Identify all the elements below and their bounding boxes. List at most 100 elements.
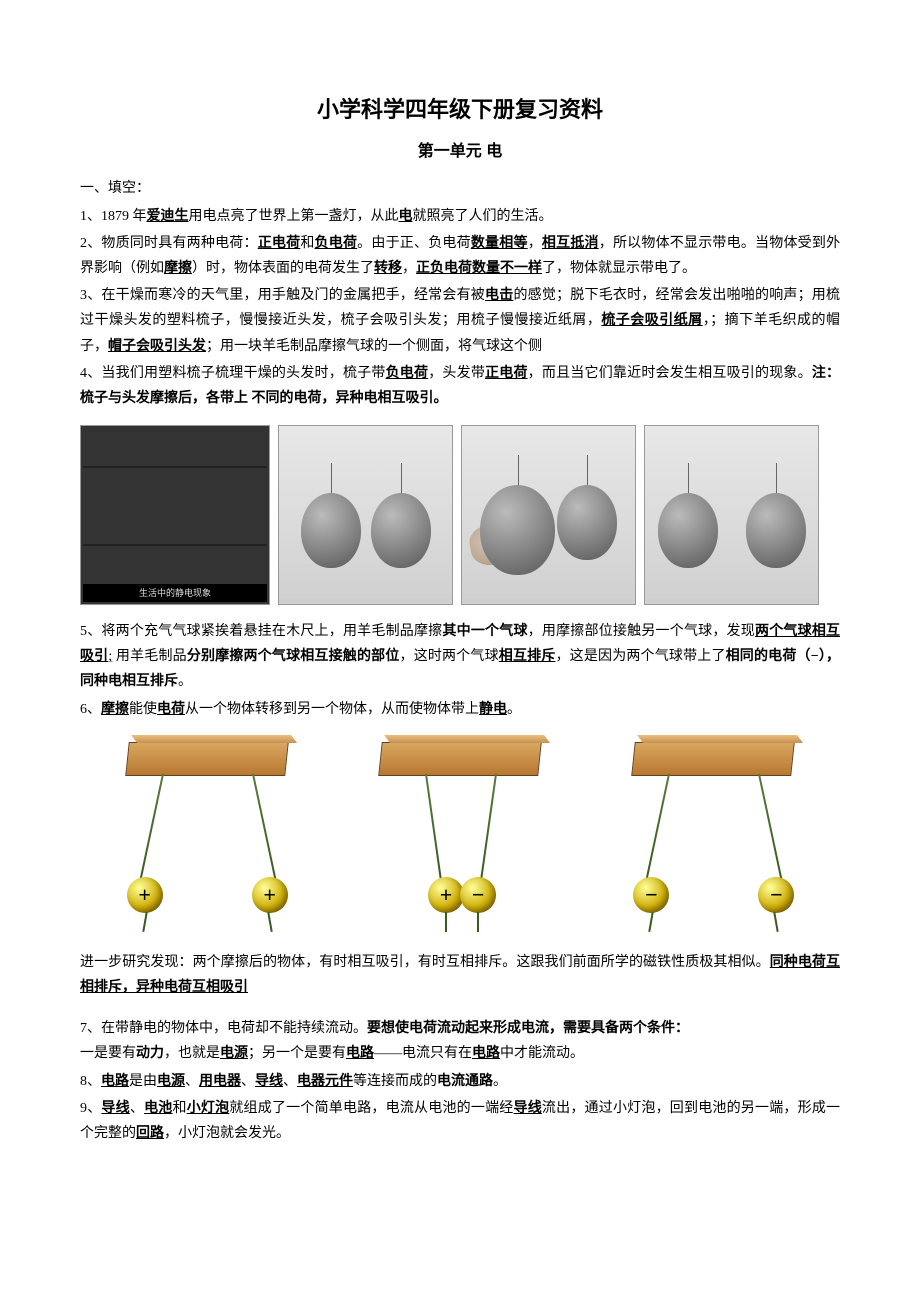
image-balloons-rubbing bbox=[461, 425, 636, 605]
text: 从一个物体转移到另一个物体，从而使物体带上 bbox=[185, 702, 479, 717]
charge-ball-icon: − bbox=[633, 877, 669, 913]
string-icon bbox=[649, 912, 654, 932]
charge-diagram-row: + + + − − − bbox=[80, 742, 840, 932]
text: 2、物质同时具有两种电荷： bbox=[80, 236, 258, 251]
text: 7、在带静电的物体中，电荷却不能持续流动。 bbox=[80, 1021, 367, 1036]
text: 3、在干燥而寒冷的天气里，用手触及门的金属把手，经常会有被 bbox=[80, 288, 485, 303]
blank-wire-9b: 导线 bbox=[513, 1101, 541, 1116]
blank-source-8: 电源 bbox=[157, 1074, 185, 1089]
para-further: 进一步研究发现：两个摩擦后的物体，有时相互吸引，有时互相排斥。这跟我们前面所学的… bbox=[80, 950, 840, 1000]
image-cell bbox=[175, 544, 267, 546]
blank-positive: 正电荷 bbox=[258, 236, 301, 251]
blank-cancel: 相互抵消 bbox=[542, 236, 599, 251]
balloon-icon bbox=[658, 493, 718, 568]
string-icon bbox=[445, 912, 447, 932]
unit-subtitle: 第一单元 电 bbox=[80, 138, 840, 167]
diagram-pos-pos: + + bbox=[107, 742, 307, 932]
text: 中才能流动。 bbox=[500, 1046, 584, 1061]
text: 、 bbox=[130, 1101, 144, 1116]
text: 和 bbox=[300, 236, 314, 251]
charge-ball-icon: − bbox=[460, 877, 496, 913]
blank-hat-hair: 帽子会吸引头发 bbox=[108, 339, 206, 354]
text: 和 bbox=[172, 1101, 186, 1116]
text: ，而且当它们靠近时会发生相互吸引的现象。 bbox=[528, 366, 812, 381]
image-comb-collage: 生活中的静电现象 bbox=[80, 425, 270, 605]
charge-ball-icon: − bbox=[758, 877, 794, 913]
wood-bar-icon bbox=[632, 742, 796, 776]
blank-wire-9: 导线 bbox=[101, 1101, 129, 1116]
blank-charge-6: 电荷 bbox=[157, 702, 185, 717]
image-cell bbox=[83, 466, 175, 468]
text: 进一步研究发现：两个摩擦后的物体，有时相互吸引，有时互相排斥。这跟我们前面所学的… bbox=[80, 955, 770, 970]
blank-circuit-2: 电路 bbox=[472, 1046, 500, 1061]
string-icon bbox=[139, 774, 164, 882]
string-icon bbox=[774, 912, 779, 932]
text: 就照亮了人们的生活。 bbox=[413, 209, 553, 224]
blank-edison: 爱迪生 bbox=[147, 209, 189, 224]
para-5: 5、将两个充气气球紧挨着悬挂在木尺上，用羊毛制品摩擦其中一个气球，用摩擦部位接触… bbox=[80, 619, 840, 695]
text: 就组成了一个简单电路，电流从电池的一端经 bbox=[229, 1101, 513, 1116]
text: ，小灯泡就会发光。 bbox=[164, 1126, 290, 1141]
blank-unequal: 正负电荷数量不一样 bbox=[416, 261, 542, 276]
para-1: 1、1879 年爱迪生用电点亮了世界上第一盏灯，从此电就照亮了人们的生活。 bbox=[80, 204, 840, 229]
diagram-pos-neg: + − bbox=[360, 742, 560, 932]
blank-loop: 回路 bbox=[136, 1126, 164, 1141]
note-label: 注： bbox=[812, 366, 840, 381]
blank-shock: 电击 bbox=[485, 288, 513, 303]
balloon-icon bbox=[557, 485, 617, 560]
image-balloons-repel bbox=[644, 425, 819, 605]
blank-pos-charge: 正电荷 bbox=[485, 366, 528, 381]
blank-electricity: 电 bbox=[399, 209, 413, 224]
image-cell bbox=[175, 466, 267, 468]
para-8: 8、电路是由电源、用电器、导线、电器元件等连接而成的电流通路。 bbox=[80, 1069, 840, 1094]
text: 一是要有 bbox=[80, 1046, 136, 1061]
image-row-static-electricity: 生活中的静电现象 bbox=[80, 425, 840, 605]
blank-repel: 相互排斥 bbox=[499, 649, 556, 664]
balloon-icon bbox=[301, 493, 361, 568]
bold-rub-both: 分别摩擦两个气球相互接触的部位 bbox=[187, 649, 400, 664]
blank-circuit: 电路 bbox=[346, 1046, 374, 1061]
string-icon bbox=[425, 774, 442, 883]
image-balloons-neutral bbox=[278, 425, 453, 605]
text: 、 bbox=[241, 1074, 255, 1089]
blank-negative: 负电荷 bbox=[315, 236, 358, 251]
text: 。由于正、负电荷 bbox=[357, 236, 471, 251]
text: 能使 bbox=[129, 702, 157, 717]
text: 、 bbox=[283, 1074, 297, 1089]
blank-neg-charge: 负电荷 bbox=[386, 366, 429, 381]
text: ，这时两个气球 bbox=[400, 649, 499, 664]
blank-transfer: 转移 bbox=[374, 261, 402, 276]
text: ， bbox=[528, 236, 542, 251]
bold-one-balloon: 其中一个气球 bbox=[442, 624, 527, 639]
image-caption: 生活中的静电现象 bbox=[83, 584, 267, 602]
para-7: 7、在带静电的物体中，电荷却不能持续流动。要想使电荷流动起来形成电流，需要具备两… bbox=[80, 1016, 840, 1066]
text: ，这是因为两个气球带上了 bbox=[555, 649, 725, 664]
text: ，头发带 bbox=[428, 366, 485, 381]
string-icon bbox=[267, 912, 272, 932]
text: 等连接而成的 bbox=[353, 1074, 437, 1089]
para-3: 3、在干燥而寒冷的天气里，用手触及门的金属把手，经常会有被电击的感觉；脱下毛衣时… bbox=[80, 283, 840, 359]
blank-component: 电器元件 bbox=[297, 1074, 353, 1089]
text: 9、 bbox=[80, 1101, 101, 1116]
charge-ball-icon: + bbox=[127, 877, 163, 913]
diagram-neg-neg: − − bbox=[613, 742, 813, 932]
string-icon bbox=[480, 774, 497, 883]
balloon-icon bbox=[480, 485, 555, 575]
wood-bar-icon bbox=[125, 742, 289, 776]
blank-source: 电源 bbox=[220, 1046, 248, 1061]
string-icon bbox=[142, 912, 147, 932]
wood-bar-icon bbox=[378, 742, 542, 776]
blank-battery: 电池 bbox=[144, 1101, 172, 1116]
para-2: 2、物质同时具有两种电荷：正电荷和负电荷。由于正、负电荷数量相等，相互抵消，所以… bbox=[80, 231, 840, 281]
text: ）时，物体表面的电荷发生了 bbox=[192, 261, 374, 276]
text: 4、当我们用塑料梳子梳理干燥的头发时，梳子带 bbox=[80, 366, 386, 381]
blank-friction: 摩擦 bbox=[164, 261, 192, 276]
text: ，也就是 bbox=[164, 1046, 220, 1061]
blank-appliance: 用电器 bbox=[199, 1074, 241, 1089]
text: 。 bbox=[178, 674, 192, 689]
bold-two-conditions: 要想使电荷流动起来形成电流，需要具备两个条件： bbox=[367, 1021, 689, 1036]
para-4: 4、当我们用塑料梳子梳理干燥的头发时，梳子带负电荷，头发带正电荷，而且当它们靠近… bbox=[80, 361, 840, 411]
text: 5、将两个充气气球紧挨着悬挂在木尺上，用羊毛制品摩擦 bbox=[80, 624, 442, 639]
balloon-icon bbox=[746, 493, 806, 568]
bold-power: 动力 bbox=[136, 1046, 164, 1061]
